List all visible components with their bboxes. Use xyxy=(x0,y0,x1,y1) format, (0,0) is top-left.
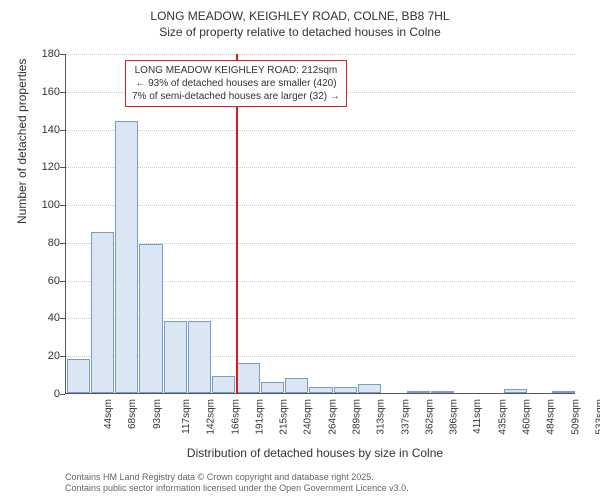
xtick-label: 533sqm xyxy=(594,399,600,435)
xtick-label: 411sqm xyxy=(472,399,483,434)
xtick-label: 68sqm xyxy=(127,399,138,429)
title-line1: LONG MEADOW, KEIGHLEY ROAD, COLNE, BB8 7… xyxy=(0,8,600,24)
gridline xyxy=(66,167,575,168)
title-line2: Size of property relative to detached ho… xyxy=(0,24,600,40)
gridline xyxy=(66,54,575,55)
ytick-mark xyxy=(60,281,65,282)
bar xyxy=(115,121,138,393)
plot-area: LONG MEADOW KEIGHLEY ROAD: 212sqm← 93% o… xyxy=(65,54,575,394)
ytick-mark xyxy=(60,54,65,55)
annotation-line: 7% of semi-detached houses are larger (3… xyxy=(132,90,340,103)
xtick-label: 93sqm xyxy=(152,399,163,429)
bar xyxy=(309,387,332,393)
xtick-label: 264sqm xyxy=(327,399,338,435)
bar xyxy=(285,378,308,393)
ytick-label: 180 xyxy=(20,48,60,60)
xtick-label: 117sqm xyxy=(181,399,192,434)
xtick-label: 362sqm xyxy=(424,399,435,435)
xtick-label: 386sqm xyxy=(449,399,460,435)
xtick-label: 240sqm xyxy=(303,399,314,435)
bar xyxy=(431,391,454,393)
ytick-label: 120 xyxy=(20,161,60,173)
bar xyxy=(139,244,162,393)
bar xyxy=(91,232,114,393)
bar xyxy=(504,389,527,393)
ytick-mark xyxy=(60,130,65,131)
annotation-box: LONG MEADOW KEIGHLEY ROAD: 212sqm← 93% o… xyxy=(125,60,347,107)
chart-title: LONG MEADOW, KEIGHLEY ROAD, COLNE, BB8 7… xyxy=(0,0,600,40)
xtick-label: 191sqm xyxy=(254,399,265,435)
gridline xyxy=(66,130,575,131)
ytick-mark xyxy=(60,394,65,395)
ytick-label: 160 xyxy=(20,86,60,98)
ytick-label: 20 xyxy=(20,350,60,362)
ytick-label: 140 xyxy=(20,124,60,136)
ytick-label: 40 xyxy=(20,312,60,324)
bar xyxy=(407,391,430,393)
xtick-label: 484sqm xyxy=(546,399,557,435)
xtick-label: 509sqm xyxy=(570,399,581,435)
xtick-label: 215sqm xyxy=(279,399,290,435)
ytick-mark xyxy=(60,318,65,319)
ytick-label: 80 xyxy=(20,237,60,249)
ytick-mark xyxy=(60,205,65,206)
ytick-mark xyxy=(60,92,65,93)
footer: Contains HM Land Registry data © Crown c… xyxy=(65,472,409,495)
bar xyxy=(358,384,381,393)
bar xyxy=(67,359,90,393)
ytick-mark xyxy=(60,356,65,357)
bar xyxy=(237,363,260,393)
xtick-label: 289sqm xyxy=(352,399,363,435)
bar xyxy=(212,376,235,393)
bar xyxy=(188,321,211,393)
ytick-label: 100 xyxy=(20,199,60,211)
bar xyxy=(164,321,187,393)
ytick-label: 0 xyxy=(20,388,60,400)
bar xyxy=(334,387,357,393)
bar xyxy=(261,382,284,393)
xtick-label: 313sqm xyxy=(376,399,387,435)
gridline xyxy=(66,205,575,206)
bar xyxy=(552,391,575,393)
annotation-line: ← 93% of detached houses are smaller (42… xyxy=(132,77,340,90)
xtick-label: 435sqm xyxy=(497,399,508,435)
x-axis-title: Distribution of detached houses by size … xyxy=(55,446,575,460)
xtick-label: 337sqm xyxy=(400,399,411,435)
ytick-label: 60 xyxy=(20,275,60,287)
ytick-mark xyxy=(60,167,65,168)
ytick-mark xyxy=(60,243,65,244)
footer-line2: Contains public sector information licen… xyxy=(65,483,409,494)
xtick-label: 166sqm xyxy=(230,399,241,435)
footer-line1: Contains HM Land Registry data © Crown c… xyxy=(65,472,409,483)
chart: Number of detached properties LONG MEADO… xyxy=(55,54,575,419)
annotation-line: LONG MEADOW KEIGHLEY ROAD: 212sqm xyxy=(132,64,340,77)
xtick-label: 44sqm xyxy=(103,399,114,429)
xtick-label: 142sqm xyxy=(206,399,217,435)
xtick-label: 460sqm xyxy=(522,399,533,435)
